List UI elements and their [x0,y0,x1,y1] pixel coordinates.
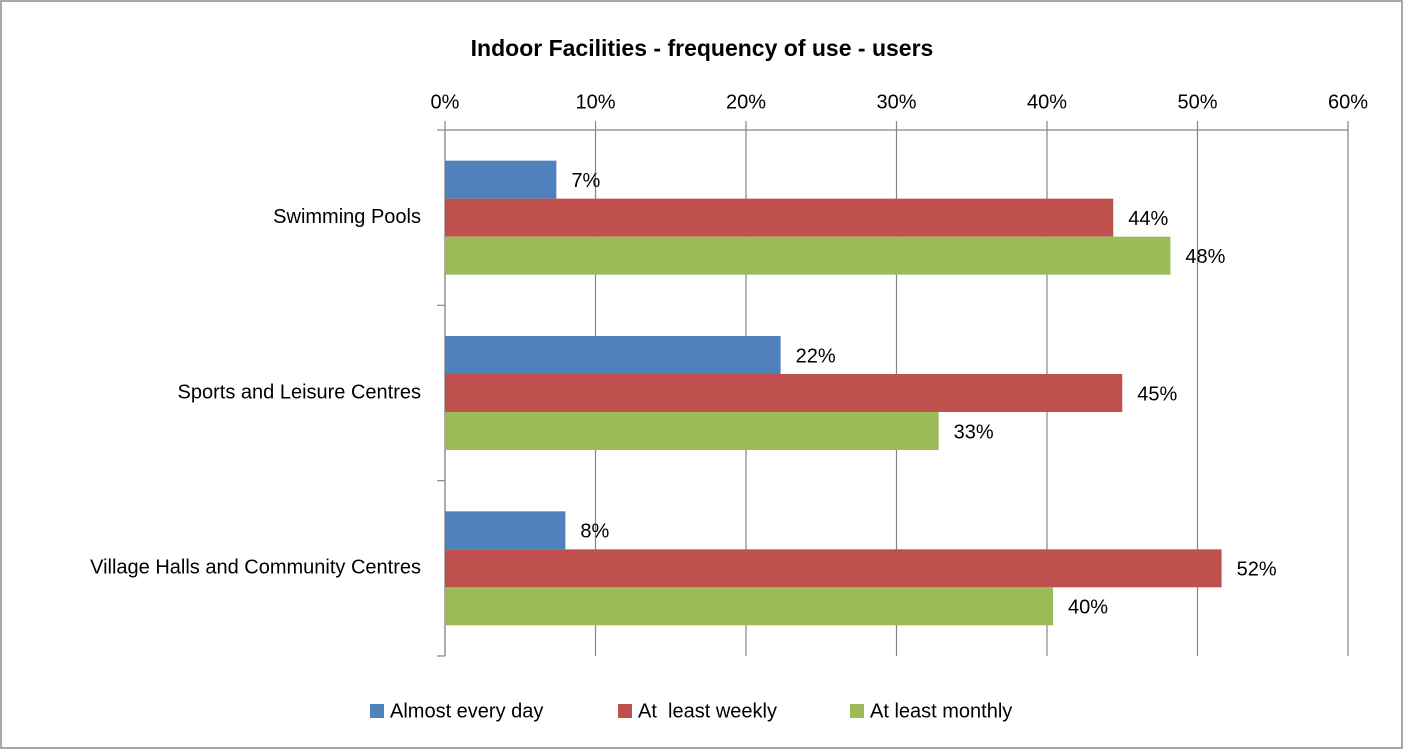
data-label: 22% [796,345,836,367]
bar [445,336,781,374]
data-label: 33% [954,421,994,443]
data-label: 7% [571,170,600,192]
bar [445,549,1222,588]
y-tick-label: Sports and Leisure Centres [178,381,421,403]
data-label: 48% [1185,246,1225,268]
bar [445,587,1054,626]
y-tick-label: Village Halls and Community Centres [90,557,421,579]
x-tick-label: 40% [1027,91,1067,113]
x-tick-label: 60% [1328,91,1368,113]
x-tick-label: 30% [876,91,916,113]
data-label: 45% [1137,383,1177,405]
chart-title: Indoor Facilities - frequency of use - u… [471,35,934,61]
x-tick-label: 20% [726,91,766,113]
bar [445,511,566,550]
bar [445,412,939,450]
data-label: 40% [1068,597,1108,619]
legend-label: At least weekly [638,700,777,722]
legend-swatch [850,704,864,718]
data-label: 52% [1237,559,1277,581]
legend-label: At least monthly [870,700,1012,722]
y-tick-label: Swimming Pools [273,206,421,228]
data-label: 44% [1128,208,1168,230]
legend-label: Almost every day [390,700,543,722]
bar [445,160,557,199]
legend-swatch [618,704,632,718]
bar [445,198,1114,237]
x-tick-label: 10% [575,91,615,113]
bar [445,236,1171,275]
x-tick-label: 50% [1177,91,1217,113]
bar [445,374,1123,412]
data-label: 8% [580,521,609,543]
x-tick-label: 0% [431,91,460,113]
legend-swatch [370,704,384,718]
